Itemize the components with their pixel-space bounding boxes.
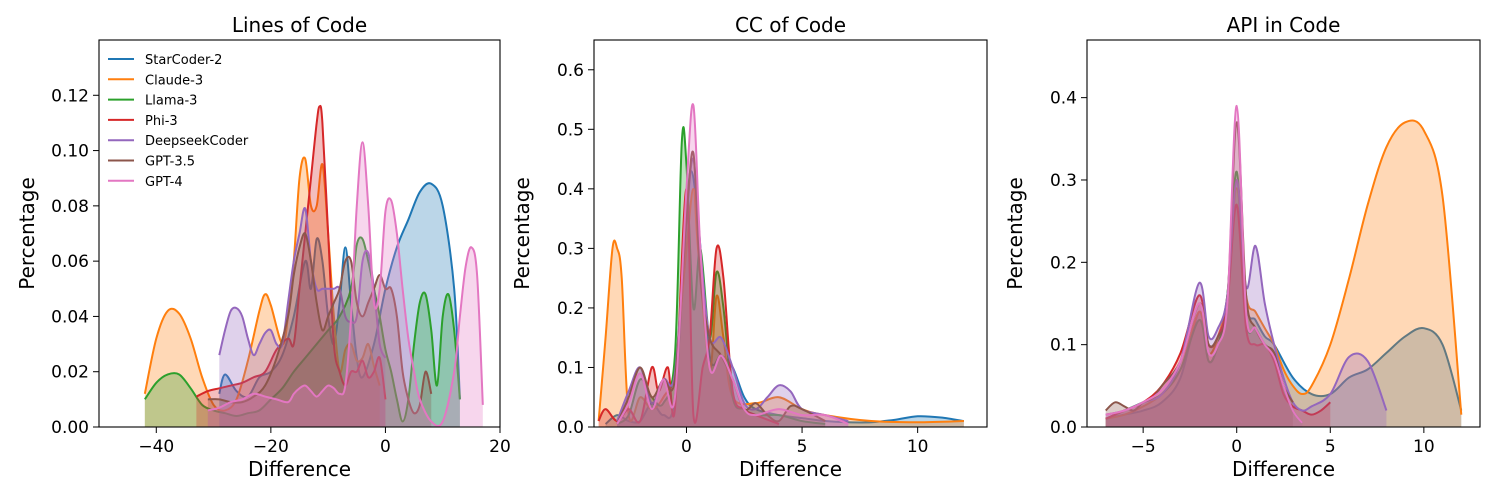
x-tick-label: −20 xyxy=(253,437,289,457)
series-line-1 xyxy=(1105,178,1463,420)
chart-title: CC of Code xyxy=(735,13,846,37)
y-tick-label: 0.0 xyxy=(1050,418,1077,438)
y-axis-label: Percentage xyxy=(15,177,39,290)
series-area-2 xyxy=(144,157,380,427)
chart-panel-1: −40 −20 0 20 0.00 0.02 0.04 0.06 0.08 0.10 0.12 Lin… xyxy=(15,13,511,481)
series-group xyxy=(597,103,965,427)
y-tick-label: 0.2 xyxy=(1050,253,1077,273)
legend-label: GPT-3.5 xyxy=(145,155,195,170)
legend-label: Phi-3 xyxy=(145,114,178,129)
y-tick-label: 0.2 xyxy=(557,299,584,319)
series-group xyxy=(1105,104,1463,427)
chart-title: API in Code xyxy=(1227,13,1341,37)
y-tick-label: 0.12 xyxy=(51,86,89,106)
x-tick-label: 0 xyxy=(681,437,692,457)
y-tick-label: 0.6 xyxy=(557,61,584,81)
y-tick-label: 0.3 xyxy=(1050,171,1077,191)
series-line-6 xyxy=(207,232,433,415)
y-tick-label: 0.4 xyxy=(1050,89,1077,109)
chart-panel-2: 0 5 10 0.0 0.1 0.2 0.3 0.4 0.5 0.6 CC of Code Diffe… xyxy=(510,13,988,481)
series-line-7 xyxy=(207,141,484,427)
x-tick-label: 5 xyxy=(797,437,808,457)
y-tick-label: 0.06 xyxy=(51,252,89,272)
axes-frame xyxy=(593,39,988,428)
series-area-7 xyxy=(207,142,483,427)
series-area-2 xyxy=(1105,120,1462,427)
series-area-7 xyxy=(617,104,849,427)
series-line-2 xyxy=(143,156,381,412)
series-group xyxy=(143,104,484,427)
axes-frame xyxy=(98,39,501,428)
chart-panel-3: −5 0 5 10 0.0 0.1 0.2 0.3 0.4 API in Code Differen… xyxy=(1003,13,1481,481)
legend-label: DeepseekCoder xyxy=(145,134,249,149)
series-line-4 xyxy=(195,104,387,400)
y-axis-label: Percentage xyxy=(510,177,534,290)
x-tick-label: 10 xyxy=(1413,437,1435,457)
series-area-1 xyxy=(1105,179,1462,427)
legend-label: Llama-3 xyxy=(145,94,197,109)
series-area-4 xyxy=(196,105,386,427)
series-area-7 xyxy=(1105,105,1303,427)
series-area-3 xyxy=(617,127,826,427)
x-tick-label: 0 xyxy=(1231,437,1242,457)
x-tick-label: 20 xyxy=(489,437,511,457)
series-area-1 xyxy=(605,170,964,427)
legend: StarCoder-2 Claude-3 Llama-3 Phi-3 DeepseekC… xyxy=(108,53,249,190)
x-axis-label: Difference xyxy=(739,457,842,481)
x-tick-label: 0 xyxy=(380,437,391,457)
y-tick-label: 0.04 xyxy=(51,307,89,327)
series-line-7 xyxy=(616,103,849,425)
x-tick-label: −5 xyxy=(1131,437,1156,457)
series-line-7 xyxy=(1105,104,1304,424)
y-tick-label: 0.1 xyxy=(1050,336,1077,356)
axes-frame xyxy=(1086,39,1481,428)
series-area-4 xyxy=(598,188,779,427)
series-area-5 xyxy=(219,207,386,427)
x-tick-label: 5 xyxy=(1325,437,1336,457)
series-area-4 xyxy=(1105,204,1331,427)
legend-label: GPT-4 xyxy=(145,175,183,190)
series-area-6 xyxy=(1105,122,1293,427)
y-tick-label: 0.0 xyxy=(557,418,584,438)
y-tick-label: 0.02 xyxy=(51,363,89,383)
y-tick-label: 0.10 xyxy=(51,142,89,162)
x-axis-label: Difference xyxy=(1232,457,1335,481)
chart-title: Lines of Code xyxy=(232,13,367,37)
y-tick-label: 0.1 xyxy=(557,358,584,378)
y-axis-label: Percentage xyxy=(1003,177,1027,290)
y-tick-label: 0.5 xyxy=(557,120,584,140)
y-tick-label: 0.00 xyxy=(51,418,89,438)
series-area-3 xyxy=(144,237,460,427)
legend-label: Claude-3 xyxy=(145,73,203,88)
y-tick-label: 0.4 xyxy=(557,180,584,200)
legend-label: StarCoder-2 xyxy=(145,53,222,68)
series-line-1 xyxy=(218,182,461,400)
x-axis-label: Difference xyxy=(248,457,351,481)
series-area-6 xyxy=(617,151,826,427)
series-line-5 xyxy=(218,207,387,359)
series-area-3 xyxy=(1105,171,1303,427)
x-tick-label: 10 xyxy=(907,437,929,457)
series-area-5 xyxy=(617,158,849,427)
series-area-6 xyxy=(207,233,432,427)
x-tick-label: −40 xyxy=(138,437,174,457)
y-tick-label: 0.08 xyxy=(51,197,89,217)
y-tick-label: 0.3 xyxy=(557,239,584,259)
